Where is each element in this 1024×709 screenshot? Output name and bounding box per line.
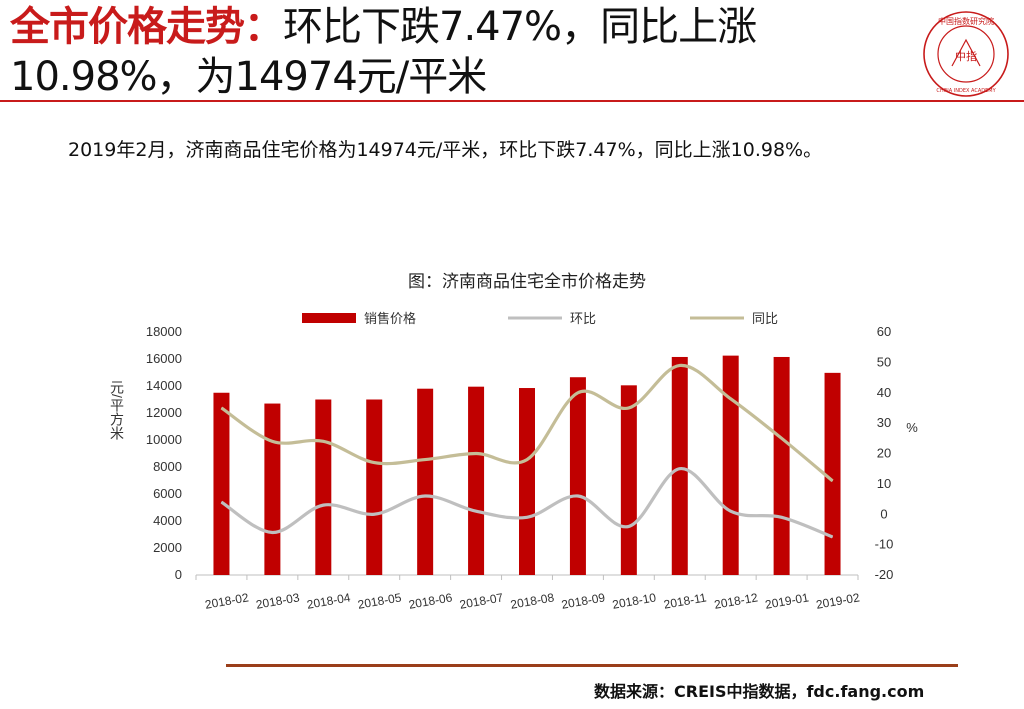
y-tick-label: 10000 xyxy=(146,432,182,447)
bar-销售价格-2018-08 xyxy=(519,388,535,575)
point-同比-2018-06 xyxy=(424,459,426,461)
bar-销售价格-2018-03 xyxy=(264,403,281,575)
bar-销售价格-2018-04 xyxy=(315,399,332,575)
bar-销售价格-2018-02 xyxy=(213,392,230,575)
y2-tick-label: -10 xyxy=(875,537,894,552)
bar-销售价格-2018-06 xyxy=(417,388,434,575)
logo-check-mark xyxy=(951,38,981,67)
x-tick-label: 2018-07 xyxy=(458,590,504,611)
y-tick-label: 6000 xyxy=(153,486,182,501)
y2-tick-label: -20 xyxy=(875,567,894,582)
x-tick-label: 2018-06 xyxy=(408,590,454,611)
y2-tick-label: 10 xyxy=(877,476,891,491)
y2-tick-label: 30 xyxy=(877,415,891,430)
title-underline xyxy=(0,100,1024,102)
x-tick-label: 2019-01 xyxy=(764,590,810,611)
point-环比-2018-05 xyxy=(373,513,375,515)
x-tick-label: 2018-05 xyxy=(357,590,403,611)
logo-inner-text: 中指 xyxy=(955,49,977,63)
x-tick-label: 2018-12 xyxy=(713,590,759,611)
point-环比-2018-03 xyxy=(271,531,273,533)
data-source: 数据来源：CREIS中指数据，fdc.fang.com xyxy=(594,682,925,701)
bar-销售价格-2018-09 xyxy=(569,377,586,575)
slide-title: 全市价格走势：环比下跌7.47%，同比上涨10.98%，为14974元/平米 xyxy=(10,2,890,102)
bar-销售价格-2019-01 xyxy=(773,356,790,575)
bar-销售价格-2018-05 xyxy=(366,399,383,575)
slide-title-highlight: 全市价格走势： xyxy=(10,4,284,50)
x-tick-label: 2018-04 xyxy=(306,590,352,611)
point-同比-2019-01 xyxy=(781,437,783,439)
bar-销售价格-2018-12 xyxy=(722,355,739,575)
logo-english-text: CHINA INDEX ACADEMY xyxy=(936,88,996,94)
y-tick-label: 16000 xyxy=(146,351,182,366)
y2-tick-label: 60 xyxy=(877,324,891,339)
logo-outer-ring xyxy=(923,11,1009,97)
x-tick-label: 2018-08 xyxy=(509,590,555,611)
point-环比-2018-04 xyxy=(322,504,324,506)
point-环比-2018-06 xyxy=(424,495,426,497)
point-同比-2018-02 xyxy=(220,407,222,409)
chart-title: 图：济南商品住宅全市价格走势 xyxy=(408,272,646,291)
bar-销售价格-2018-07 xyxy=(468,386,485,575)
point-同比-2019-02 xyxy=(832,480,834,482)
y-tick-label: 0 xyxy=(175,567,182,582)
y2-tick-label: 40 xyxy=(877,385,891,400)
point-环比-2019-01 xyxy=(781,516,783,518)
bar-销售价格-2019-02 xyxy=(824,372,841,575)
point-环比-2018-11 xyxy=(679,468,681,470)
point-同比-2018-07 xyxy=(475,453,477,454)
summary-text: 2019年2月，济南商品住宅价格为14974元/平米，环比下跌7.47%，同比上… xyxy=(68,139,823,161)
x-tick-label: 2018-11 xyxy=(663,590,708,611)
point-环比-2018-09 xyxy=(577,495,579,497)
legend-label-0: 销售价格 xyxy=(364,311,416,326)
y2-axis-label: % xyxy=(906,420,918,435)
y-tick-label: 4000 xyxy=(153,513,182,528)
point-环比-2018-08 xyxy=(526,516,528,518)
legend-label-2: 同比 xyxy=(752,311,778,326)
y2-tick-label: 20 xyxy=(877,446,891,461)
point-同比-2018-05 xyxy=(373,462,375,464)
point-环比-2018-12 xyxy=(730,510,732,512)
y2-tick-label: 0 xyxy=(880,506,887,521)
y-axis-label: 元/平方米 xyxy=(109,380,125,440)
point-环比-2018-10 xyxy=(628,525,630,527)
slide-title-text: 环比下跌7.47%，同比上涨10.98%，为14974元/平米 xyxy=(10,4,757,100)
legend-swatch-0 xyxy=(302,313,356,323)
point-同比-2018-11 xyxy=(679,364,681,366)
logo-inner-ring xyxy=(937,25,995,83)
y-tick-label: 14000 xyxy=(146,378,182,393)
point-同比-2018-12 xyxy=(730,398,732,400)
y-tick-label: 2000 xyxy=(153,540,182,555)
y-tick-label: 18000 xyxy=(146,324,182,339)
bar-销售价格-2018-11 xyxy=(671,356,688,575)
y-tick-label: 12000 xyxy=(146,405,182,420)
footer-divider xyxy=(226,664,958,667)
point-环比-2019-02 xyxy=(832,536,834,538)
point-同比-2018-04 xyxy=(322,440,324,442)
point-同比-2018-03 xyxy=(271,440,273,442)
y-tick-label: 8000 xyxy=(153,459,182,474)
logo-outer-text: 中国指数研究院 xyxy=(938,16,994,26)
y2-tick-label: 50 xyxy=(877,354,891,369)
legend-label-1: 环比 xyxy=(570,311,596,326)
x-tick-label: 2019-02 xyxy=(815,590,861,611)
point-同比-2018-08 xyxy=(526,459,528,461)
point-同比-2018-09 xyxy=(577,392,579,394)
x-tick-label: 2018-09 xyxy=(560,590,606,611)
x-tick-label: 2018-10 xyxy=(611,590,657,611)
x-tick-label: 2018-02 xyxy=(204,590,250,611)
point-环比-2018-07 xyxy=(475,510,477,512)
bar-销售价格-2018-10 xyxy=(620,385,637,575)
china-index-academy-logo: 中国指数研究院 CHINA INDEX ACADEMY 中指 xyxy=(923,11,1009,97)
x-tick-label: 2018-03 xyxy=(255,590,301,611)
point-同比-2018-10 xyxy=(628,407,630,409)
point-环比-2018-02 xyxy=(220,501,222,503)
